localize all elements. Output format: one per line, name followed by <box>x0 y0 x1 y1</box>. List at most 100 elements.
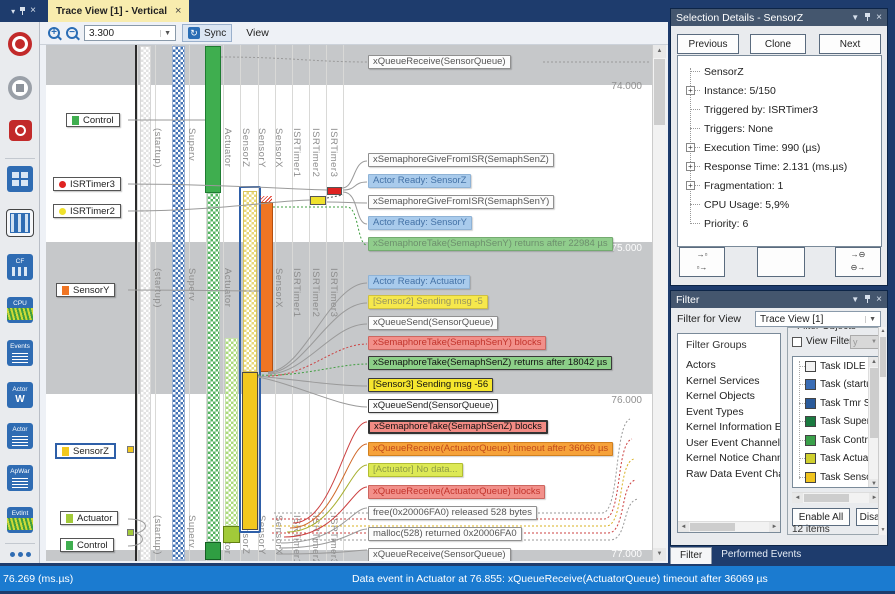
task-color-checkbox[interactable] <box>805 471 816 483</box>
tree-item[interactable]: CPU Usage: 5,9% <box>678 195 881 214</box>
tab-close-icon[interactable]: × <box>175 5 182 17</box>
fragment-actuator-ready[interactable] <box>225 338 238 526</box>
expand-icon[interactable]: + <box>686 86 695 95</box>
enable-all-button[interactable]: Enable All <box>792 508 850 526</box>
close-icon[interactable]: × <box>876 294 882 305</box>
go-to-previous-instance-button[interactable]: →▫ ▫→ <box>679 247 725 277</box>
scroll-up-icon[interactable]: ▲ <box>880 328 886 334</box>
scroll-left-icon[interactable]: ◄ <box>678 522 689 532</box>
filter-object-item[interactable]: Task IDLE <box>793 357 879 376</box>
close-icon[interactable]: × <box>876 12 882 23</box>
event-label[interactable]: xQueueSend(SensorQueue) <box>368 399 499 413</box>
actor-label-isrtimer2[interactable]: ISRTimer2 <box>53 204 121 218</box>
actor-label-sensory[interactable]: SensorY <box>56 283 116 297</box>
chevron-down-icon[interactable]: ▼ <box>851 295 860 304</box>
fragment-startup-ready[interactable] <box>172 46 185 561</box>
event-label[interactable]: xSemaphoreTake(SemaphSenZ) blocks <box>368 420 548 434</box>
expand-icon[interactable]: + <box>686 143 695 152</box>
scrollbar-thumb[interactable] <box>690 523 735 531</box>
filter-objects-hscrollbar[interactable]: ◄ ► <box>792 492 880 503</box>
filter-groups-hscrollbar[interactable]: ◄ ► <box>678 521 780 532</box>
fragment-idle-ready[interactable] <box>140 46 151 561</box>
filter-object-item[interactable]: Task Super <box>793 413 879 432</box>
sync-button[interactable]: ↻ Sync <box>182 24 233 42</box>
filter-group-item[interactable]: Raw Data Event Channels <box>686 467 780 480</box>
fragment-actuator-run[interactable] <box>223 526 240 543</box>
actor-label-control[interactable]: Control <box>66 113 120 127</box>
trace-vertical-scrollbar[interactable]: ▲ ▼ <box>652 45 666 561</box>
scroll-up-icon[interactable]: ▲ <box>869 357 879 367</box>
sidebar-item-more[interactable] <box>0 552 40 557</box>
tree-item[interactable]: SensorZ <box>678 62 881 81</box>
trace-canvas[interactable]: IDLE(startup)SupervActuatorSensorZSensor… <box>46 45 652 561</box>
tree-item[interactable]: + Execution Time: 990 (µs) <box>678 138 881 157</box>
event-label[interactable]: xSemaphoreTake(SemaphSenY) returns after… <box>368 237 613 251</box>
tab-filter[interactable]: Filter <box>670 547 713 564</box>
filter-object-item[interactable]: Task Tmr S <box>793 394 879 413</box>
task-color-checkbox[interactable] <box>805 379 816 391</box>
scroll-down-icon[interactable]: ▼ <box>869 479 879 487</box>
previous-button[interactable]: Previous <box>677 34 739 54</box>
filter-objects-vscrollbar[interactable]: ▲ ▼ <box>868 357 879 487</box>
filter-object-item[interactable]: Task (startu <box>793 376 879 395</box>
next-button[interactable]: Next <box>819 34 881 54</box>
filter-group-item[interactable]: Kernel Information Event Typ <box>686 421 780 433</box>
view-menu[interactable]: View <box>246 27 269 39</box>
event-label[interactable]: Actor Ready: SensorZ <box>368 174 472 188</box>
sidebar-item-stop[interactable] <box>0 76 40 100</box>
checkbox-icon[interactable] <box>792 336 802 347</box>
zoom-in-icon[interactable]: + <box>48 27 60 39</box>
filter-panel-vscrollbar[interactable]: ▲ ▼ <box>878 327 886 535</box>
fragment-sensorz-run[interactable] <box>242 372 258 530</box>
task-color-checkbox[interactable] <box>805 416 816 428</box>
task-color-checkbox[interactable] <box>805 360 816 372</box>
actuator-event-marker[interactable] <box>127 529 134 536</box>
filter-group-item[interactable]: Event Types <box>686 405 744 418</box>
filter-object-item[interactable]: Task Actuat <box>793 450 879 469</box>
filter-groups-list[interactable]: Filter Groups Actors Kernel Services Kerne… <box>677 333 781 533</box>
expand-icon[interactable]: + <box>686 162 695 171</box>
sidebar-item-communication-flow[interactable]: CF <box>0 254 40 280</box>
filter-group-item[interactable]: Kernel Services <box>686 374 760 387</box>
tab-trace-view[interactable]: Trace View [1] - Vertical × <box>48 0 190 22</box>
event-label[interactable]: xSemaphoreGiveFromISR(SemaphSenY) <box>368 195 555 209</box>
fragment-control-run-1[interactable] <box>205 46 221 193</box>
sidebar-item-dashboard[interactable] <box>0 166 40 192</box>
scroll-right-icon[interactable]: ► <box>869 493 880 503</box>
scrollbar-thumb[interactable] <box>870 368 878 438</box>
scrollbar-thumb[interactable] <box>880 337 886 377</box>
task-color-checkbox[interactable] <box>805 434 816 446</box>
sensorz-event-marker[interactable] <box>127 446 134 453</box>
sidebar-item-record[interactable] <box>0 32 40 56</box>
event-label[interactable]: xSemaphoreTake(SemaphSenY) blocks <box>368 336 547 350</box>
chevron-down-icon[interactable]: ▾ <box>11 6 16 16</box>
actor-label-isrtimer3[interactable]: ISRTimer3 <box>53 177 121 191</box>
event-label[interactable]: xQueueReceive(SensorQueue) <box>368 55 511 69</box>
task-color-checkbox[interactable] <box>805 453 816 465</box>
pin-icon[interactable] <box>864 295 871 304</box>
tree-item[interactable]: + Instance: 5/150 <box>678 81 881 100</box>
sidebar-item-trace-view[interactable] <box>0 209 40 237</box>
clone-button[interactable]: Clone <box>750 34 806 54</box>
scrollbar-thumb[interactable] <box>804 494 849 502</box>
tree-item[interactable]: + Response Time: 2.131 (ms.µs) <box>678 157 881 176</box>
fragment-sensorz-ready[interactable] <box>243 191 257 372</box>
filter-object-item[interactable]: Task Contro <box>793 431 879 450</box>
fragment-control-run-2[interactable] <box>205 542 221 560</box>
scroll-down-icon[interactable]: ▼ <box>653 548 666 561</box>
actor-label-control[interactable]: Control <box>60 538 114 552</box>
sidebar-item-actor-graph[interactable]: Actor W <box>0 382 40 408</box>
event-label[interactable]: malloc(528) returned 0x20006FA0 <box>368 527 522 541</box>
fragment-control-ready[interactable] <box>207 193 220 542</box>
event-label[interactable]: Actor Ready: SensorY <box>368 216 472 230</box>
pin-icon[interactable] <box>864 13 871 22</box>
actor-label-sensorz[interactable]: SensorZ <box>56 444 115 458</box>
fragment-isrtimer2-run[interactable] <box>310 196 326 205</box>
scroll-up-icon[interactable]: ▲ <box>653 45 666 58</box>
event-label[interactable]: [Actuator] No data... <box>368 463 463 477</box>
expand-icon[interactable]: + <box>686 181 695 190</box>
task-color-checkbox[interactable] <box>805 397 816 409</box>
event-label[interactable]: xQueueReceive(ActuatorQueue) timeout aft… <box>368 442 614 456</box>
go-to-next-instance-button[interactable]: →⊖ ⊖→ <box>835 247 881 277</box>
tree-item[interactable]: Triggers: None <box>678 119 881 138</box>
